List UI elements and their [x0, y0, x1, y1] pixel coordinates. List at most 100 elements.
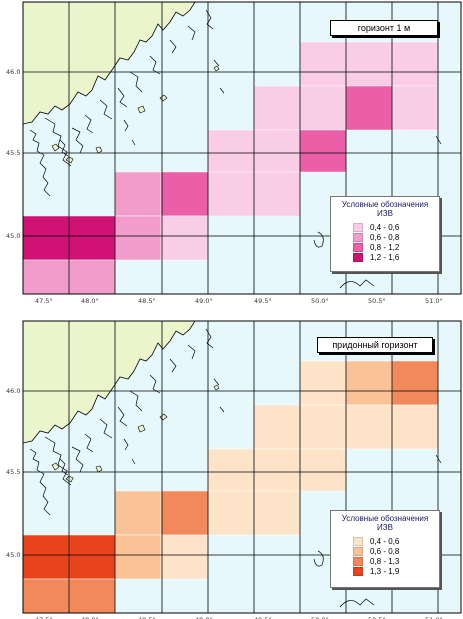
x-tick-label: 50.0°: [311, 297, 329, 305]
map-bottom-legend: Условные обозначения ИЗВ 0,4 - 0,6 0,6 - …: [330, 510, 440, 588]
map-top-canvas: 47.5° 48.0° 48.5° 49.0° 49.5° 50.0° 50.5° 51.0°…: [6, 1, 462, 305]
x-tick-label: 49.5°: [254, 297, 272, 305]
concentration-cell: [391, 404, 439, 450]
concentration-cell: [299, 404, 347, 450]
land-area: [23, 2, 196, 125]
concentration-cell: [253, 490, 301, 536]
map-top-panel: 47.5° 48.0° 48.5° 49.0° 49.5° 50.0° 50.5° 51.0°…: [6, 1, 462, 305]
legend-item: 0,8 - 1,3: [353, 556, 439, 566]
concentration-cell: [23, 534, 70, 580]
concentration-cell: [68, 215, 116, 261]
concentration-cell: [114, 534, 162, 580]
legend-subtitle: ИЗВ: [377, 523, 393, 532]
legend-swatch: [353, 566, 363, 576]
legend-item: 0,6 - 0,8: [353, 546, 439, 556]
concentration-cells-bottom: [23, 360, 439, 613]
concentration-cell: [160, 534, 209, 580]
map-frame: [22, 1, 462, 295]
concentration-cell: [114, 171, 162, 217]
y-tick-label: 46.0: [6, 387, 20, 395]
legend-label: 0,8 - 1,2: [370, 242, 400, 252]
x-axis-labels-top: 47.5° 48.0° 48.5° 49.0° 49.5° 50.0° 50.5° 51.0°: [35, 297, 443, 305]
legend-swatch: [353, 222, 363, 232]
concentration-cell: [207, 448, 255, 492]
map-top-title: горизонт 1 м: [330, 20, 438, 36]
legend-item: 1,3 - 1,9: [353, 566, 439, 576]
y-tick-label: 45.5: [6, 149, 20, 157]
x-tick-label: 49.5°: [254, 616, 272, 619]
legend-item: 0,6 - 0,8: [353, 232, 439, 242]
concentration-cell: [391, 41, 439, 87]
map-bottom-title: придонный горизонт: [317, 337, 433, 353]
legend-swatch: [353, 252, 363, 262]
map-top-legend: Условные обозначения ИЗВ 0,4 - 0,6 0,6 - …: [330, 196, 440, 272]
legend-label: 0,6 - 0,8: [370, 232, 400, 242]
legend-label: 1,2 - 1,6: [370, 252, 400, 262]
concentration-cell: [299, 448, 347, 492]
legend-swatch: [353, 556, 363, 566]
legend-label: 0,8 - 1,3: [370, 556, 400, 566]
land-area: [23, 321, 196, 444]
legend-title: Условные обозначения: [341, 200, 429, 209]
concentration-cell: [23, 578, 70, 613]
map-bottom-title-text: придонный горизонт: [332, 340, 418, 350]
concentration-cell: [253, 448, 301, 492]
legend-item: 0,4 - 0,6: [353, 222, 439, 232]
y-tick-label: 45.0: [6, 232, 20, 240]
x-tick-label: 47.5°: [35, 616, 53, 619]
concentration-cell: [160, 215, 209, 261]
x-tick-label: 50.0°: [311, 616, 329, 619]
y-tick-label: 45.5: [6, 468, 20, 476]
legend-label: 0,6 - 0,8: [370, 546, 400, 556]
map-top-title-text: горизонт 1 м: [357, 23, 411, 33]
x-tick-label: 49.0°: [195, 297, 213, 305]
legend-item: 0,8 - 1,2: [353, 242, 439, 252]
concentration-cell: [160, 171, 209, 217]
concentration-cell: [253, 171, 301, 217]
concentration-cell: [207, 490, 255, 536]
concentration-cell: [345, 360, 393, 406]
concentration-cell: [68, 578, 116, 613]
legend-item: 0,4 - 0,6: [353, 536, 439, 546]
x-axis-labels-bottom: 47.5° 48.0° 48.5° 49.0° 49.5° 50.0° 50.5° 51.0°: [35, 616, 443, 619]
legend-swatch: [353, 546, 363, 556]
x-tick-label: 49.0°: [195, 616, 213, 619]
map-bottom-panel: 47.5° 48.0° 48.5° 49.0° 49.5° 50.0° 50.5° 51.0°…: [0, 310, 463, 619]
concentration-cell: [207, 171, 255, 217]
concentration-cell: [253, 129, 301, 173]
x-tick-label: 48.5°: [138, 616, 156, 619]
x-tick-label: 48.0°: [81, 616, 99, 619]
map-frame: [22, 320, 462, 614]
legend-swatch: [353, 242, 363, 252]
y-tick-label: 45.0: [6, 551, 20, 559]
legend-label: 0,4 - 0,6: [370, 222, 400, 232]
x-tick-label: 51.0°: [425, 616, 443, 619]
x-tick-label: 48.5°: [138, 297, 156, 305]
legend-subtitle: ИЗВ: [377, 209, 393, 218]
concentration-cell: [391, 85, 439, 131]
legend-label: 0,4 - 0,6: [370, 536, 400, 546]
concentration-cell: [299, 41, 347, 87]
concentration-cell: [207, 129, 255, 173]
legend-title: Условные обозначения: [341, 514, 429, 523]
x-tick-label: 50.5°: [368, 616, 386, 619]
concentration-cell: [68, 259, 116, 294]
legend-swatch: [353, 232, 363, 242]
x-tick-label: 48.0°: [81, 297, 99, 305]
legend-swatch: [353, 536, 363, 546]
concentration-cell: [23, 259, 70, 294]
concentration-cell: [391, 360, 439, 406]
coast-islands: [29, 9, 442, 289]
y-tick-label: 46.0: [6, 68, 20, 76]
concentration-cell: [345, 85, 393, 131]
concentration-cell: [114, 215, 162, 261]
concentration-cell: [253, 85, 301, 131]
concentration-cell: [299, 360, 347, 406]
x-tick-label: 51.0°: [425, 297, 443, 305]
legend-item: 1,2 - 1,6: [353, 252, 439, 262]
concentration-cell: [114, 490, 162, 536]
x-tick-label: 47.5°: [35, 297, 53, 305]
concentration-cell: [23, 215, 70, 261]
concentration-cell: [345, 41, 393, 87]
concentration-cell: [160, 490, 209, 536]
